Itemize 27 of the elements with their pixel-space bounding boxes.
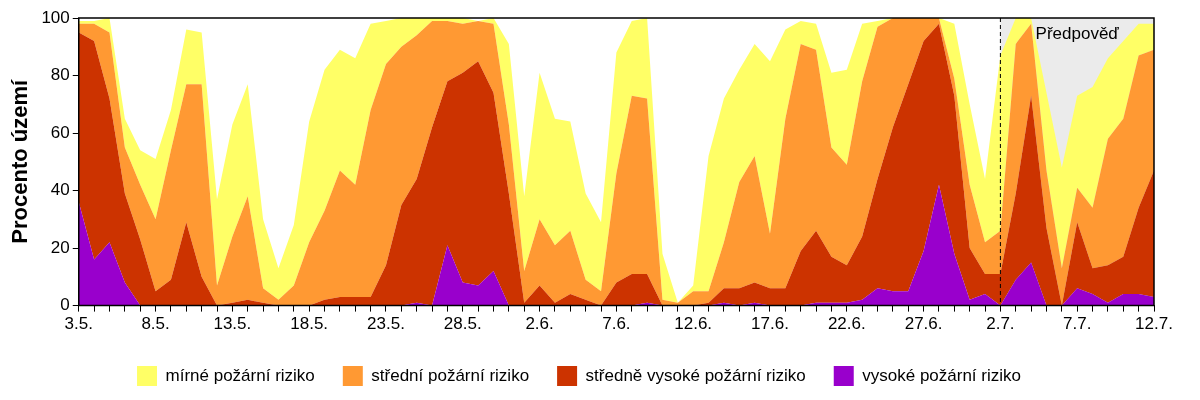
x-tick-label: 12.6. [674,314,713,334]
x-tick-label: 28.5. [443,314,482,334]
y-tick-label: 60 [50,122,70,142]
x-tick-label: 3.5. [64,314,93,334]
y-tick-label: 40 [50,180,70,200]
legend-label: střední požární riziko [371,365,530,385]
y-tick-label: 0 [60,295,70,315]
x-tick-label: 7.6. [602,314,631,334]
y-tick-label: 20 [50,237,70,257]
x-tick-label: 7.7. [1063,314,1092,334]
x-tick-label: 17.6. [751,314,789,334]
legend-label: vysoké požární riziko [862,365,1021,385]
x-tick-label: 2.6. [525,314,554,334]
y-tick-label: 100 [41,7,70,27]
x-tick-label: 12.7. [1135,314,1173,334]
legend-label: středně vysoké požární riziko [585,365,806,385]
legend-label: mírné požární riziko [165,365,315,385]
y-tick-label: 80 [50,65,70,85]
x-tick-label: 23.5. [367,314,405,334]
y-axis-title: Procento území [7,79,33,244]
x-tick-label: 18.5. [290,314,329,334]
x-tick-label: 2.7. [986,314,1015,334]
x-tick-label: 13.5. [213,314,252,334]
x-tick-label: 22.6. [827,314,866,334]
x-tick-label: 8.5. [141,314,170,334]
x-tick-label: 27.6. [904,314,943,334]
band-label: Předpověď [1035,24,1120,44]
